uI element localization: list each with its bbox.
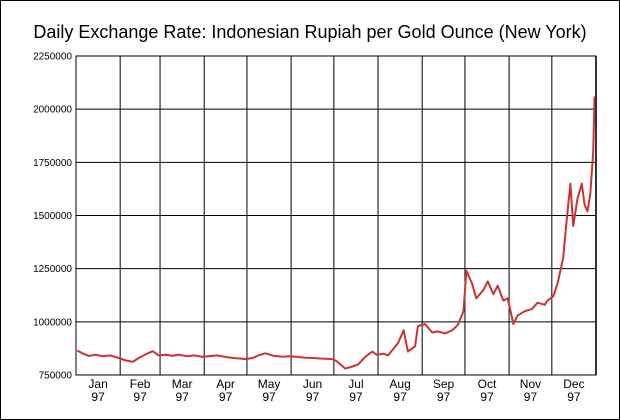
x-tick-month-label: Apr [216, 377, 235, 391]
x-tick-month-label: Mar [172, 377, 193, 391]
x-tick-year-label: 97 [262, 390, 276, 404]
x-tick-month-label: May [258, 377, 281, 391]
x-tick-month-label: Jan [88, 377, 107, 391]
x-tick-year-label: 97 [480, 390, 494, 404]
x-tick-month-label: Feb [130, 377, 151, 391]
y-tick-label: 1250000 [33, 264, 72, 275]
x-tick-year-label: 97 [91, 390, 105, 404]
x-tick-month-label: Nov [520, 377, 541, 391]
x-tick-month-label: Dec [563, 377, 584, 391]
x-tick-month-label: Jun [303, 377, 322, 391]
x-tick-year-label: 97 [437, 390, 451, 404]
series-line [76, 96, 596, 370]
x-tick-year-label: 97 [306, 390, 320, 404]
y-tick-label: 2250000 [33, 52, 72, 63]
x-tick-year-label: 97 [133, 390, 147, 404]
y-tick-label: 1750000 [33, 158, 72, 169]
x-tick-year-label: 97 [175, 390, 189, 404]
y-tick-label: 1000000 [33, 317, 72, 328]
x-tick-year-label: 97 [393, 390, 407, 404]
y-tick-label: 1500000 [33, 211, 72, 222]
y-tick-label: 2000000 [33, 105, 72, 116]
x-tick-year-label: 97 [524, 390, 538, 404]
y-tick-label: 750000 [39, 371, 73, 382]
x-tick-year-label: 97 [219, 390, 233, 404]
x-tick-year-label: 97 [349, 390, 363, 404]
x-tick-year-label: 97 [567, 390, 581, 404]
x-tick-month-label: Aug [389, 377, 410, 391]
x-tick-month-label: Jul [348, 377, 363, 391]
chart-title: Daily Exchange Rate: Indonesian Rupiah p… [33, 22, 587, 42]
x-tick-month-label: Sep [433, 377, 455, 391]
x-tick-month-label: Oct [478, 377, 497, 391]
plot-border [75, 55, 597, 376]
